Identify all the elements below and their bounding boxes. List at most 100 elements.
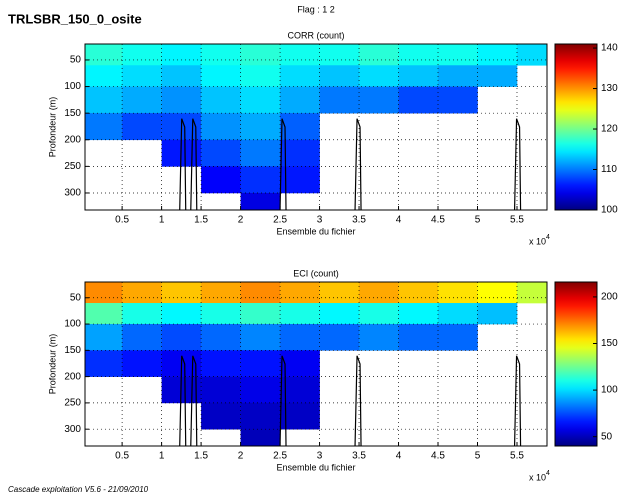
heat-cell (280, 402, 320, 430)
bottom-line (179, 118, 187, 211)
heat-cell (319, 44, 360, 66)
heat-cell (280, 282, 320, 304)
heat-cell (319, 65, 360, 87)
axes-box (84, 43, 548, 211)
x-tick-label: 2.5 (273, 451, 287, 462)
heat-cell (477, 65, 518, 87)
heat-cell (359, 44, 399, 66)
y-tick-label: 100 (64, 319, 81, 330)
heat-cell (359, 282, 399, 304)
heat-cell (319, 86, 360, 114)
x-tick-label: 3.5 (352, 451, 366, 462)
y-tick-label: 150 (64, 108, 81, 119)
x-tick-label: 0.5 (115, 215, 129, 226)
bottom-line (279, 355, 287, 447)
x-tick-label: 4 (396, 451, 402, 462)
x-tick-label: 4.5 (431, 215, 445, 226)
y-label: Profondeur (m) (47, 334, 57, 395)
heat-cell (280, 350, 320, 377)
heat-cell (359, 86, 399, 114)
heat-cell (161, 44, 202, 66)
y-tick-label: 200 (64, 371, 81, 382)
x-scale-label: x 10 (529, 472, 546, 482)
heat-cell (201, 139, 241, 167)
x-tick-label: 3 (317, 215, 323, 226)
heat-cell (201, 166, 241, 194)
heat-cell (477, 303, 518, 325)
heat-cell (201, 376, 241, 404)
x-tick-label: 5.5 (510, 451, 524, 462)
heat-cell (240, 166, 281, 194)
heat-cell (319, 303, 360, 325)
heat-cell (201, 350, 241, 377)
y-label: Profondeur (m) (47, 97, 57, 158)
x-tick-label: 2 (238, 215, 244, 226)
heat-cell (201, 86, 241, 114)
colorbar-tick-label: 100 (601, 385, 618, 396)
bottom-line (513, 355, 522, 447)
colorbar-tick-label: 50 (601, 431, 613, 442)
colorbar-tick-label: 200 (601, 292, 618, 303)
heat-cell (359, 303, 399, 325)
x-scale-exponent: 4 (546, 470, 550, 477)
y-tick-label: 50 (70, 55, 82, 66)
bottom-line (354, 355, 362, 447)
heat-cell (319, 324, 360, 351)
heat-cell (240, 376, 281, 404)
heat-cell (280, 86, 320, 114)
bottom-line (190, 355, 198, 447)
x-tick-label: 2 (238, 451, 244, 462)
heat-cell (516, 282, 548, 304)
y-tick-label: 300 (64, 424, 81, 435)
x-tick-label: 4 (396, 215, 402, 226)
y-tick-label: 250 (64, 398, 81, 409)
heat-cell (438, 65, 478, 87)
heat-cell (201, 113, 241, 141)
colorbar-tick-label: 100 (601, 205, 618, 216)
heat-cell (122, 44, 162, 66)
heat-cell (240, 113, 281, 141)
heat-cell (438, 303, 478, 325)
heat-cell (122, 303, 162, 325)
heat-cell (398, 282, 439, 304)
heat-cell (477, 44, 518, 66)
x-scale-label: x 10 (529, 236, 546, 246)
x-tick-label: 1.5 (194, 215, 208, 226)
heat-cell (122, 65, 162, 87)
y-tick-label: 100 (64, 81, 81, 92)
colorbar-tick-label: 110 (601, 164, 617, 175)
heat-cell (280, 139, 320, 167)
y-tick-label: 200 (64, 134, 81, 145)
bottom-line (190, 118, 198, 211)
x-label: Ensemble du fichier (276, 226, 355, 236)
heat-cell (201, 65, 241, 87)
footer: Cascade exploitation V5.6 - 21/09/2010 (8, 485, 149, 494)
heat-cell (240, 44, 281, 66)
y-tick-label: 50 (70, 292, 82, 303)
figure-title: TRLSBR_150_0_osite (8, 11, 142, 26)
x-tick-label: 3 (317, 451, 323, 462)
heat-cell (85, 350, 123, 377)
heat-cell (280, 44, 320, 66)
x-tick-label: 0.5 (115, 451, 129, 462)
heat-cell (240, 402, 281, 430)
x-scale-exponent: 4 (546, 234, 550, 241)
y-tick-label: 250 (64, 161, 81, 172)
heat-cell (240, 282, 281, 304)
heat-cell (516, 44, 548, 66)
axes-box (84, 281, 548, 447)
colorbar-tick-label: 120 (601, 124, 618, 135)
heat-cell (201, 303, 241, 325)
x-tick-label: 5 (475, 451, 481, 462)
heat-cell (398, 324, 439, 351)
bottom-line (179, 355, 187, 447)
heat-cell (438, 86, 478, 114)
x-tick-label: 1 (159, 451, 165, 462)
heat-cell (240, 429, 281, 447)
colorbar (554, 43, 598, 211)
heat-cell (161, 86, 202, 114)
heat-cell (122, 113, 162, 141)
heat-cell (240, 350, 281, 377)
heat-cell (161, 324, 202, 351)
